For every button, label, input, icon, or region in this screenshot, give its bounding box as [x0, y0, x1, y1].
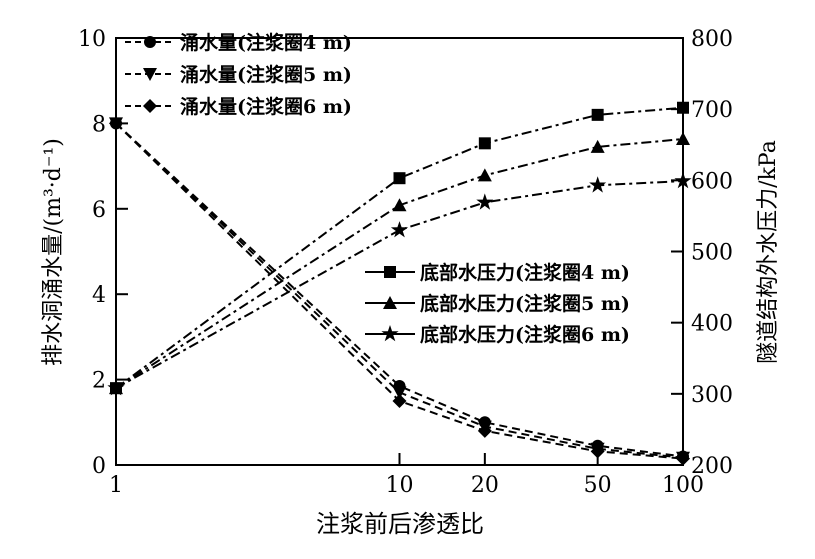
- legend-label: 涌水量(注浆圈6 m): [180, 95, 352, 118]
- data-point: [392, 393, 407, 408]
- legend-label: 底部水压力(注浆圈4 m): [420, 261, 630, 284]
- y-right-tick-label: 600: [691, 169, 733, 194]
- data-point: [390, 221, 409, 238]
- data-point: [392, 198, 407, 212]
- y-left-tick-label: 10: [78, 27, 106, 52]
- legend-label: 涌水量(注浆圈5 m): [180, 63, 352, 86]
- x-tick-label: 100: [662, 473, 704, 498]
- y-left-tick-label: 0: [92, 454, 106, 479]
- data-point: [674, 172, 692, 189]
- legend-label: 底部水压力(注浆圈5 m): [420, 292, 630, 315]
- data-point: [109, 116, 123, 131]
- y-left-tick-label: 8: [92, 112, 106, 137]
- x-tick-label: 20: [471, 473, 499, 498]
- legend-marker: [381, 325, 399, 342]
- data-point: [107, 379, 125, 396]
- y-right-tick-label: 500: [691, 241, 733, 266]
- data-point: [589, 176, 607, 193]
- y-right-tick-label: 200: [691, 454, 733, 479]
- data-point: [477, 168, 492, 182]
- y-right-tick-label: 300: [691, 383, 733, 408]
- legend-label: 底部水压力(注浆圈6 m): [420, 323, 630, 346]
- series-line-6: [115, 180, 684, 390]
- y-left-tick-label: 4: [92, 283, 106, 308]
- x-axis-label: 注浆前后渗透比: [316, 510, 484, 538]
- y-axis-left-label: 排水洞涌水量/(m³·d⁻¹): [41, 138, 66, 366]
- y-right-tick-label: 800: [691, 27, 733, 52]
- legend-marker: [143, 68, 157, 81]
- data-point: [676, 451, 690, 466]
- data-point: [677, 101, 689, 114]
- data-point: [476, 193, 494, 210]
- data-point: [477, 423, 492, 438]
- data-point: [590, 444, 605, 459]
- y-right-tick-label: 400: [691, 312, 733, 337]
- y-left-tick-label: 6: [92, 198, 106, 223]
- y-left-tick-label: 2: [92, 369, 106, 394]
- legend-marker: [144, 36, 156, 48]
- data-point: [591, 108, 604, 121]
- data-point: [676, 132, 690, 146]
- x-tick-label: 50: [584, 473, 612, 498]
- legend-marker: [384, 266, 396, 278]
- x-tick-label: 10: [386, 473, 414, 498]
- data-point: [590, 139, 605, 153]
- legend-label: 涌水量(注浆圈4 m): [180, 31, 352, 54]
- y-axis-right-label: 隧道结构外水压力/kPa: [756, 140, 781, 364]
- data-point: [393, 172, 406, 185]
- data-point: [392, 386, 407, 400]
- data-point: [478, 137, 491, 150]
- legend-marker: [383, 296, 397, 309]
- y-right-tick-label: 700: [691, 98, 733, 123]
- x-tick-label: 1: [109, 473, 123, 498]
- legend-marker: [143, 99, 157, 113]
